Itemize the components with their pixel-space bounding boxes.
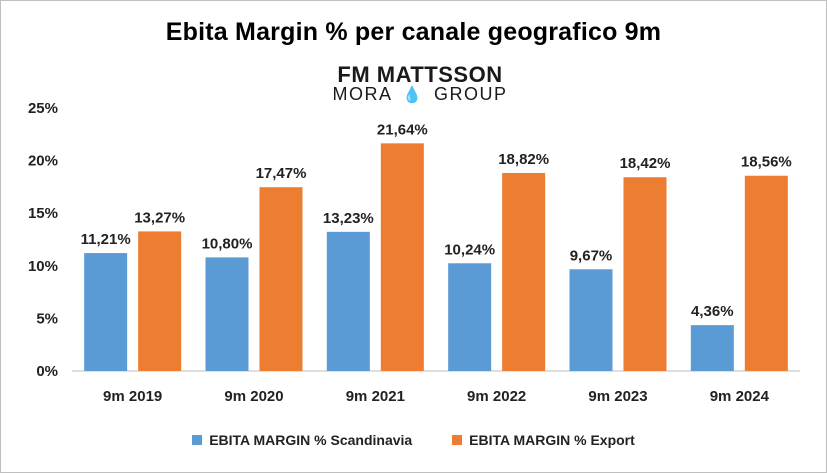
data-label: 13,23% [323,210,374,227]
bar-scandinavia [690,325,734,371]
data-label: 18,42% [620,155,671,172]
data-label: 10,80% [202,235,253,252]
y-tick-label: 5% [36,310,58,327]
x-tick-label: 9m 2024 [710,388,770,405]
company-logo: FM MATTSSON MORA 💧 GROUP [310,62,530,106]
logo-text-mora: MORA [332,84,392,104]
bar-export [623,177,667,371]
x-tick-label: 9m 2020 [224,388,283,405]
data-label: 4,36% [691,303,734,320]
data-label: 21,64% [377,121,428,138]
data-label: 13,27% [134,209,185,226]
y-tick-label: 25% [28,100,58,117]
y-tick-label: 10% [28,258,58,275]
x-tick-label: 9m 2019 [103,388,162,405]
legend-label-export: EBITA MARGIN % Export [469,432,635,448]
legend-item-scandinavia: EBITA MARGIN % Scandinavia [192,432,412,448]
bar-scandinavia [326,231,370,371]
chart-legend: EBITA MARGIN % Scandinavia EBITA MARGIN … [0,432,827,448]
bar-export [259,187,303,371]
x-tick-label: 9m 2021 [346,388,405,405]
water-drop-icon: 💧 [402,87,424,104]
data-label: 9,67% [570,247,613,264]
bar-scandinavia [84,253,128,371]
bar-scandinavia [448,263,492,371]
data-label: 18,82% [498,151,549,168]
data-label: 11,21% [81,231,131,248]
legend-label-scandinavia: EBITA MARGIN % Scandinavia [209,432,413,448]
logo-line-1: FM MATTSSON [337,62,503,87]
data-label: 18,56% [741,154,792,171]
logo-line-2: MORA 💧 GROUP [310,84,530,105]
legend-swatch-export [452,435,463,445]
chart-title: Ebita Margin % per canale geografico 9m [165,18,662,46]
x-tick-label: 9m 2023 [588,388,647,405]
bar-export [744,175,788,371]
legend-swatch-scandinavia [192,435,203,445]
bar-export [380,143,424,371]
x-tick-label: 9m 2022 [467,388,526,405]
logo-text-group: GROUP [433,84,508,104]
legend-item-export: EBITA MARGIN % Export [452,432,635,448]
data-label: 10,24% [444,241,495,258]
bar-export [502,173,546,371]
y-tick-label: 20% [28,153,58,170]
data-label: 17,47% [256,165,307,182]
y-tick-label: 0% [36,363,58,380]
bar-export [138,231,182,371]
bar-scandinavia [569,269,613,371]
y-tick-label: 15% [28,205,58,222]
bar-scandinavia [205,257,249,371]
